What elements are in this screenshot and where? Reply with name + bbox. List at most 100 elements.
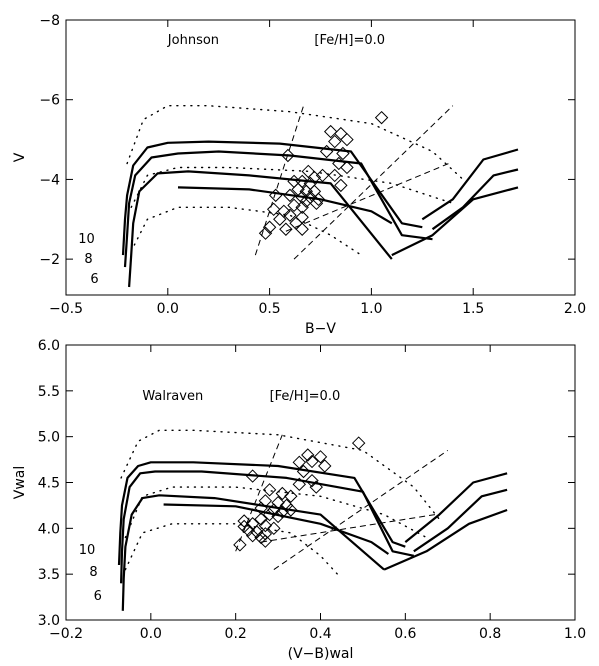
isochrone-track-10b bbox=[421, 148, 519, 221]
data-point-diamond bbox=[269, 188, 283, 203]
x-axis-label: B−V bbox=[305, 321, 336, 337]
data-point-diamond bbox=[295, 222, 309, 236]
data-point-diamond bbox=[258, 226, 273, 240]
isochrone-track-dotted bbox=[130, 166, 454, 209]
plot-frame bbox=[65, 344, 576, 621]
data-point-diamond bbox=[233, 538, 247, 552]
isochrone-track-dotted bbox=[120, 429, 440, 520]
isochrone-track-8b bbox=[431, 168, 519, 231]
x-tick-label: 0.2 bbox=[225, 626, 247, 642]
isochrone-track-8 bbox=[120, 470, 415, 584]
annotation-text: 10 bbox=[79, 543, 96, 558]
isochrone-track-dotted bbox=[124, 523, 339, 575]
data-point-diamond bbox=[283, 188, 297, 203]
annotation-text: 6 bbox=[94, 589, 102, 604]
isochrone-track-dotted bbox=[130, 206, 362, 256]
chart-panel-2: −0.2 0.0 0.2 0.4 0.6 0.8 1.0 3.0 3.5 4.0 4.5 5.0 5.5… bbox=[12, 338, 586, 662]
isochrone-track-6b bbox=[177, 186, 393, 225]
annotation-text: 6 bbox=[90, 272, 98, 287]
data-point-diamond bbox=[313, 450, 328, 464]
data-point-diamond bbox=[241, 523, 256, 537]
x-tick-label: 0.8 bbox=[479, 626, 501, 642]
x-axis-label: (V−B)wal bbox=[288, 646, 354, 662]
data-point-diamond bbox=[299, 194, 313, 209]
x-tick-label: 0.0 bbox=[140, 626, 162, 642]
plot-frame bbox=[65, 19, 576, 296]
data-point-diamond bbox=[283, 208, 297, 222]
data-point-diamond bbox=[237, 514, 251, 528]
y-tick-label: 3.5 bbox=[38, 567, 60, 583]
data-point-diamond bbox=[328, 134, 342, 149]
x-tick-label: 0.0 bbox=[157, 301, 179, 317]
data-point-diamond bbox=[237, 519, 251, 534]
data-point-diamond bbox=[254, 501, 268, 515]
data-point-diamond bbox=[301, 164, 315, 179]
data-point-diamond bbox=[281, 148, 295, 163]
data-point-diamond bbox=[262, 220, 277, 234]
chart-panel-1: −0.5 0.0 0.5 1.0 1.5 2.0 −2 −4 −6 −8 B−V V Johnson [F… bbox=[12, 13, 586, 337]
isochrone-track-dotted bbox=[126, 104, 464, 181]
x-tick-label: 1.0 bbox=[360, 301, 382, 317]
y-tick-label: 4.5 bbox=[38, 476, 60, 492]
data-point-diamond bbox=[334, 178, 348, 193]
data-point-diamond bbox=[245, 528, 260, 543]
y-tick-label: −8 bbox=[39, 13, 60, 29]
instability-strip-line bbox=[293, 105, 454, 260]
instability-strip-line bbox=[254, 103, 305, 256]
annotation-text: 10 bbox=[78, 232, 95, 247]
data-point-diamond bbox=[305, 473, 319, 488]
isochrone-track-6 bbox=[121, 494, 385, 611]
annotation-text: 8 bbox=[89, 565, 97, 580]
data-point-diamond bbox=[284, 503, 298, 517]
data-point-diamond bbox=[292, 455, 306, 470]
isochrone-track-8 bbox=[123, 150, 433, 268]
data-point-diamond bbox=[315, 168, 330, 183]
data-point-diamond bbox=[332, 156, 346, 171]
data-point-diamond bbox=[336, 146, 350, 161]
data-point-diamond bbox=[295, 200, 309, 215]
y-tick-label: −4 bbox=[39, 172, 60, 188]
y-axis-label: Vwal bbox=[12, 466, 28, 500]
annotation-text: Walraven bbox=[142, 389, 203, 404]
y-tick-label: 5.0 bbox=[38, 430, 60, 446]
data-point-diamond bbox=[273, 212, 287, 226]
data-point-diamond bbox=[305, 454, 319, 469]
annotation-text: [Fe/H]=0.0 bbox=[314, 33, 385, 48]
data-point-diamond bbox=[307, 170, 322, 185]
data-point-diamond bbox=[262, 507, 277, 522]
isochrone-track-6c bbox=[383, 508, 508, 571]
annotation-text: [Fe/H]=0.0 bbox=[270, 389, 341, 404]
data-point-diamond bbox=[258, 534, 273, 548]
data-point-diamond bbox=[266, 202, 281, 217]
data-point-diamond bbox=[279, 222, 293, 236]
x-tick-label: −0.5 bbox=[49, 301, 83, 317]
data-point-diamond bbox=[323, 124, 338, 139]
data-point-diamond bbox=[319, 144, 334, 159]
y-tick-label: −2 bbox=[39, 252, 60, 268]
isochrone-track-6c bbox=[391, 186, 519, 257]
data-point-diamond bbox=[267, 521, 281, 536]
data-point-diamond bbox=[309, 480, 323, 494]
isochrone-track-8b bbox=[413, 488, 508, 553]
data-point-diamond bbox=[292, 477, 306, 492]
data-point-diamond bbox=[301, 448, 315, 462]
data-point-diamond bbox=[296, 464, 311, 479]
data-point-diamond bbox=[284, 489, 298, 503]
plot-area bbox=[121, 103, 519, 288]
x-tick-label: 1.0 bbox=[564, 626, 586, 642]
data-point-diamond bbox=[254, 512, 268, 526]
data-point-diamond bbox=[340, 132, 354, 147]
instability-strip-line bbox=[273, 450, 449, 570]
data-point-diamond bbox=[318, 459, 332, 473]
data-point-diamond bbox=[245, 469, 260, 483]
x-tick-label: 0.4 bbox=[309, 626, 331, 642]
isochrone-track-10b bbox=[404, 472, 508, 543]
data-point-diamond bbox=[262, 483, 277, 497]
data-point-diamond bbox=[328, 168, 342, 183]
data-point-diamond bbox=[258, 518, 273, 533]
isochrone-track-6b bbox=[163, 503, 390, 555]
annotation-text: Johnson bbox=[167, 33, 219, 48]
y-tick-label: 4.0 bbox=[38, 521, 60, 537]
